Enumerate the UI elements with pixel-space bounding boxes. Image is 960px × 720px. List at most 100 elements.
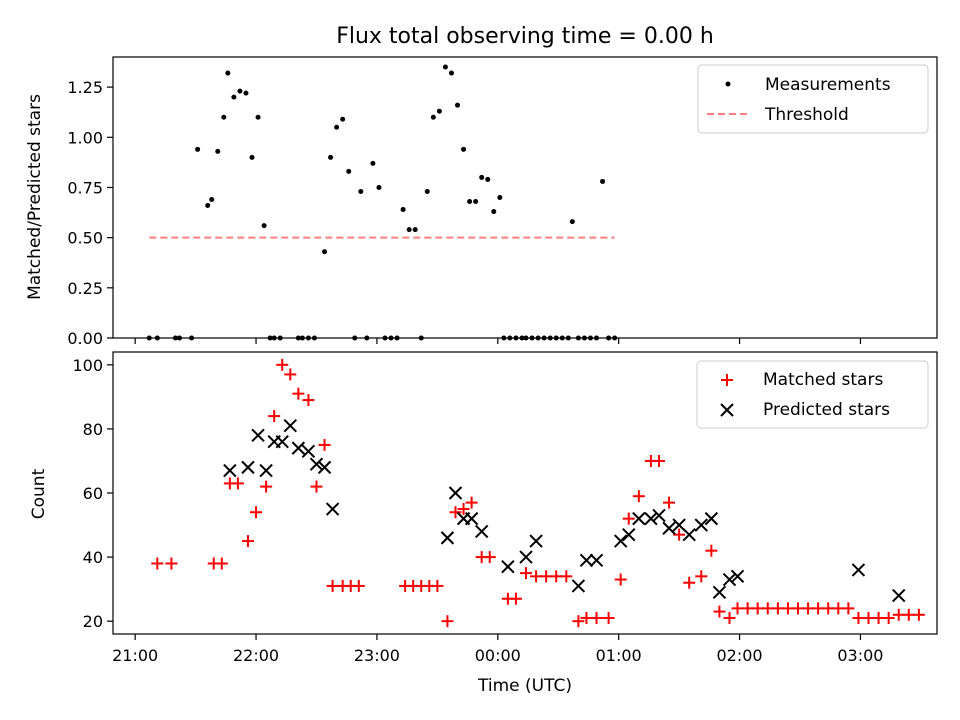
matched-star-point — [695, 570, 708, 583]
predicted-star-point — [851, 563, 866, 577]
predicted-star-point — [275, 435, 289, 449]
matched-star-point — [483, 551, 496, 564]
predicted-star-point — [579, 553, 594, 568]
predicted-star-point — [448, 486, 463, 500]
matched-star-point — [441, 615, 454, 628]
bottom-plot-area — [151, 358, 925, 628]
predicted-star-point — [622, 527, 636, 542]
matched-star-point — [560, 570, 573, 583]
measurement-point — [485, 176, 491, 182]
matched-star-point — [852, 611, 865, 624]
matched-star-point — [663, 496, 676, 509]
predicted-star-point — [317, 460, 332, 475]
predicted-star-point — [241, 460, 255, 475]
matched-star-point — [465, 496, 478, 509]
predicted-star-point — [325, 502, 340, 516]
measurement-point — [406, 227, 412, 233]
top-chart-title: Flux total observing time = 0.00 h — [336, 24, 714, 49]
top-y-tick-label: 0.00 — [67, 329, 103, 348]
predicted-star-point — [283, 418, 297, 433]
measurement-point — [473, 199, 479, 205]
top-legend-box — [697, 64, 929, 134]
matched-star-point — [812, 602, 825, 615]
bottom-y-ticks: 20 40 60 80 100 — [72, 356, 113, 631]
matched-star-point — [892, 608, 905, 621]
bottom-x-tick-label: 21:00 — [112, 646, 158, 665]
predicted-star-point — [613, 534, 628, 548]
matched-star-point — [632, 490, 645, 503]
matched-star-point — [602, 611, 615, 624]
legend-matched-label: Matched stars — [763, 370, 883, 390]
measurement-point — [322, 249, 328, 255]
measurement-point — [243, 90, 249, 96]
matched-star-point — [310, 480, 323, 493]
matched-star-point — [872, 611, 885, 624]
predicted-star-point — [632, 511, 646, 526]
legend-threshold-label: Threshold — [764, 105, 849, 125]
top-x-ticks — [134, 338, 862, 344]
bottom-x-tick-label: 03:00 — [837, 646, 883, 665]
bottom-x-tick-label: 23:00 — [354, 646, 400, 665]
predicted-star-point — [501, 559, 515, 574]
measurement-point — [424, 188, 430, 194]
measurement-point — [231, 94, 237, 100]
matched-star-point — [741, 602, 754, 615]
matched-star-point — [231, 477, 244, 490]
bottom-legend: Matched stars Predicted stars — [696, 360, 929, 429]
top-y-tick-label: 0.25 — [67, 279, 103, 298]
matched-star-point — [862, 611, 875, 624]
measurement-point — [237, 88, 243, 94]
matched-star-point — [326, 579, 339, 592]
measurement-point — [600, 178, 606, 184]
matched-star-point — [842, 602, 855, 615]
matched-star-point — [761, 602, 774, 615]
matched-star-point — [530, 570, 543, 583]
measurement-point — [205, 203, 211, 209]
matched-star-point — [572, 615, 585, 628]
predicted-star-point — [682, 527, 696, 542]
measurement-point — [491, 209, 497, 215]
predicted-star-point — [251, 428, 265, 443]
bottom-y-tick-label: 100 — [72, 356, 103, 375]
matched-star-point — [292, 387, 305, 400]
predicted-star-point — [291, 441, 306, 455]
matched-star-point — [580, 611, 593, 624]
matched-star-point — [318, 438, 331, 451]
matched-star-point — [902, 608, 915, 621]
predicted-star-point — [712, 585, 727, 600]
matched-star-point — [652, 454, 665, 467]
matched-star-point — [912, 608, 925, 621]
measurement-point — [448, 70, 454, 76]
top-y-ticks: 0.00 0.25 0.50 0.75 1.00 1.25 — [67, 78, 113, 348]
measurement-point — [376, 184, 382, 190]
bottom-y-axis-label: Count — [29, 468, 49, 519]
measurement-point — [346, 168, 352, 174]
measurement-point — [467, 199, 473, 205]
top-y-tick-label: 1.00 — [67, 128, 103, 147]
matched-star-point — [683, 576, 696, 589]
bottom-x-tick-label: 02:00 — [717, 646, 763, 665]
bottom-y-tick-label: 60 — [83, 484, 103, 503]
predicted-star-point — [474, 524, 489, 539]
matched-star-point — [215, 557, 228, 570]
measurement-point — [370, 160, 376, 166]
predicted-star-point — [589, 553, 604, 568]
legend-matched-marker — [721, 374, 733, 386]
measurement-point — [209, 197, 215, 203]
predicted-star-point — [309, 457, 324, 471]
bottom-y-tick-label: 20 — [83, 612, 103, 631]
bottom-y-tick-label: 80 — [83, 420, 103, 439]
matched-star-point — [268, 410, 281, 423]
bottom-legend-box — [696, 360, 929, 429]
legend-measurements-label: Measurements — [765, 75, 891, 95]
measurement-point — [195, 146, 201, 152]
matched-star-point — [151, 557, 164, 570]
top-y-tick-label: 0.75 — [67, 178, 103, 197]
matched-star-point — [705, 544, 718, 557]
matched-star-point — [590, 611, 603, 624]
bottom-y-tick-label: 40 — [83, 548, 103, 567]
matched-star-point — [302, 394, 315, 407]
measurement-point — [225, 70, 231, 76]
matched-star-point — [457, 503, 470, 516]
predicted-star-point — [694, 518, 708, 532]
